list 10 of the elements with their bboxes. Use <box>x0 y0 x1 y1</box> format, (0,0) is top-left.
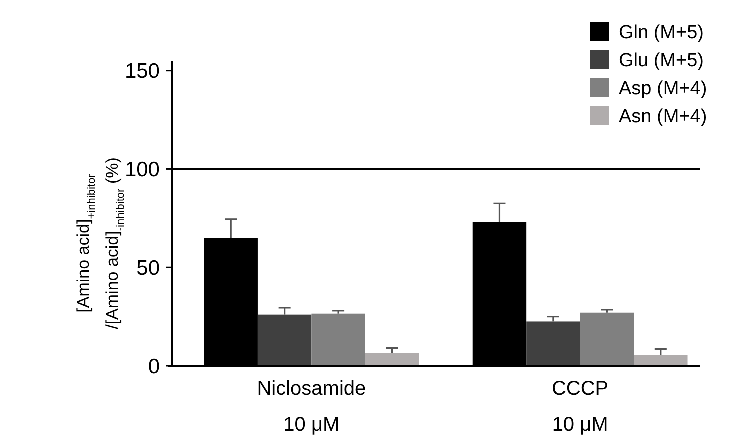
y-tick-label: 150 <box>124 60 160 84</box>
x-tick-label: CCCP 10 μM <box>552 378 609 436</box>
x-tick-label: Niclosamide 10 μM <box>257 378 366 436</box>
y-tick-label: 100 <box>124 158 160 182</box>
y-tick-label: 50 <box>136 256 160 280</box>
legend-label: Asp (M+4) <box>619 78 708 100</box>
legend-label: Gln (M+5) <box>619 22 704 44</box>
y-tick-label: 0 <box>148 355 160 378</box>
legend-label: Asn (M+4) <box>619 106 708 128</box>
legend-label: Glu (M+5) <box>619 50 704 72</box>
